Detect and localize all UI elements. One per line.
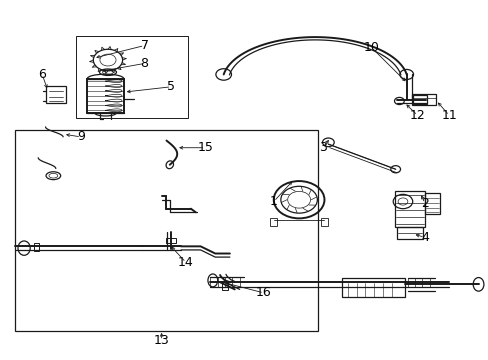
Bar bbox=[396, 226, 423, 239]
Bar bbox=[341, 278, 405, 297]
Bar bbox=[321, 219, 328, 226]
Bar bbox=[222, 282, 227, 290]
Bar bbox=[34, 243, 39, 251]
Text: 15: 15 bbox=[197, 141, 213, 154]
Bar bbox=[411, 94, 435, 104]
Bar bbox=[76, 36, 188, 118]
Bar bbox=[45, 86, 66, 103]
Text: 12: 12 bbox=[409, 109, 425, 122]
Text: 6: 6 bbox=[38, 68, 46, 81]
Text: 1: 1 bbox=[269, 195, 277, 208]
Text: 11: 11 bbox=[441, 109, 456, 122]
Text: 7: 7 bbox=[140, 39, 148, 52]
Bar bbox=[394, 191, 424, 226]
Text: 2: 2 bbox=[420, 197, 428, 210]
Text: 10: 10 bbox=[363, 41, 378, 54]
Text: 8: 8 bbox=[140, 57, 148, 70]
Text: 16: 16 bbox=[256, 287, 271, 300]
Bar bbox=[424, 193, 439, 214]
Bar bbox=[15, 130, 317, 330]
Bar bbox=[412, 95, 427, 104]
Text: 13: 13 bbox=[153, 334, 169, 347]
Text: 4: 4 bbox=[420, 231, 428, 244]
Text: 9: 9 bbox=[77, 130, 85, 144]
Text: 14: 14 bbox=[178, 256, 193, 269]
Text: 5: 5 bbox=[167, 80, 175, 93]
Bar bbox=[87, 79, 123, 113]
Text: 3: 3 bbox=[318, 141, 326, 154]
Bar bbox=[165, 238, 176, 243]
Bar bbox=[269, 219, 277, 226]
